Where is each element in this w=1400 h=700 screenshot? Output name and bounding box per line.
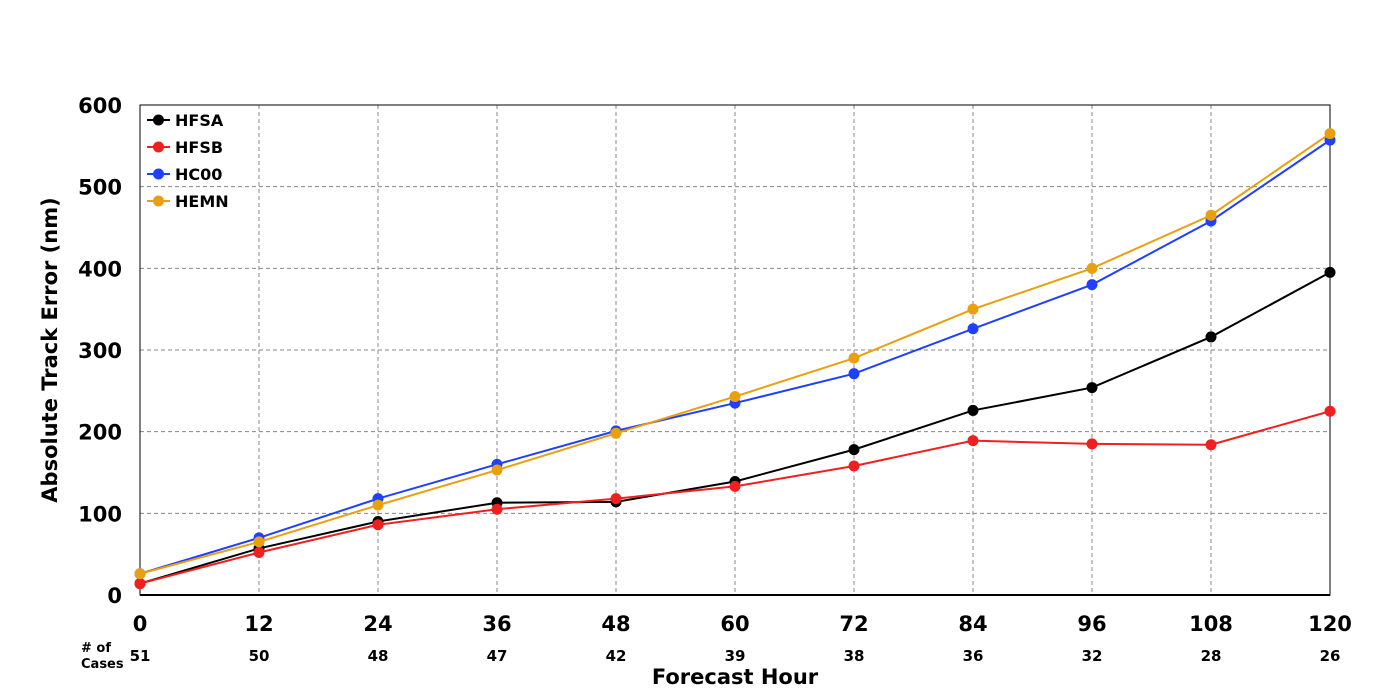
x-tick-label: 72 [839,612,868,636]
x-tick-label: 60 [720,612,749,636]
series-layer [134,128,1336,590]
data-point [967,435,979,447]
data-point [491,503,503,515]
legend-item-hfsb: HFSB [147,138,223,157]
data-point [372,519,384,531]
case-count: 28 [1201,647,1222,665]
legend-marker [153,195,164,207]
data-point [1086,262,1098,274]
grid [140,105,1330,595]
y-axis-title: Absolute Track Error (nm) [38,197,62,502]
data-point [1205,331,1217,343]
data-point [253,547,265,559]
x-tick-label: 12 [244,612,273,636]
data-point [134,568,146,580]
x-tick-label: 96 [1077,612,1106,636]
case-count: 39 [725,647,746,665]
data-point [729,480,741,492]
case-count: 48 [368,647,389,665]
data-point [848,460,860,472]
data-point [1205,209,1217,221]
data-point [610,493,622,505]
legend-item-hemn: HEMN [147,192,229,211]
x-tick-label: 120 [1308,612,1352,636]
data-point [848,444,860,456]
data-point [967,404,979,416]
data-point [1086,382,1098,394]
y-tick-labels: 0 100 200 300 400 500 600 [78,94,122,608]
x-tick-label: 48 [601,612,630,636]
legend-item-hc00: HC00 [147,165,222,184]
legend: HFSA HFSB HC00 HEMN [147,111,229,211]
case-counts: 51 50 48 47 42 39 38 36 32 28 26 [130,647,1341,665]
case-count: 42 [606,647,627,665]
data-point [134,578,146,590]
data-point [491,464,503,476]
x-tick-label: 0 [133,612,148,636]
legend-label: HFSA [175,111,224,130]
data-point [1086,438,1098,450]
legend-label: HFSB [175,138,223,157]
data-point [372,499,384,511]
y-tick-label: 500 [78,176,122,200]
y-tick-label: 0 [107,584,122,608]
y-tick-label: 400 [78,257,122,281]
x-tick-label: 36 [482,612,511,636]
y-tick-label: 100 [78,502,122,526]
cases-header-line-2: Cases [81,657,124,672]
data-point [967,323,979,335]
case-count: 38 [844,647,865,665]
data-point [610,427,622,439]
case-count: 47 [487,647,508,665]
case-count: 26 [1320,647,1341,665]
legend-marker [153,114,164,126]
y-tick-label: 200 [78,421,122,445]
legend-marker [153,141,164,153]
y-tick-label: 300 [78,339,122,363]
data-point [1324,266,1336,278]
case-count: 32 [1082,647,1103,665]
data-point [1205,439,1217,451]
legend-marker [153,168,164,180]
data-point [848,368,860,380]
x-tick-label: 84 [958,612,987,636]
data-point [729,391,741,403]
cases-header-line-1: # of [81,641,111,656]
data-point [1324,128,1336,140]
case-count: 51 [130,647,151,665]
data-point [253,536,265,548]
x-tick-label: 108 [1189,612,1233,636]
legend-item-hfsa: HFSA [147,111,224,130]
data-point [967,303,979,315]
legend-label: HEMN [175,192,229,211]
data-point [1086,279,1098,291]
legend-label: HC00 [175,165,222,184]
data-point [1324,405,1336,417]
x-axis-title: Forecast Hour [652,665,819,689]
series-hfsb [134,405,1336,590]
x-tick-label: 24 [363,612,392,636]
case-count: 50 [249,647,270,665]
x-tick-labels: 0 12 24 36 48 60 72 84 96 108 120 [133,612,1352,636]
series-hemn [134,128,1336,580]
data-point [848,352,860,364]
y-tick-label: 600 [78,94,122,118]
case-count: 36 [963,647,984,665]
